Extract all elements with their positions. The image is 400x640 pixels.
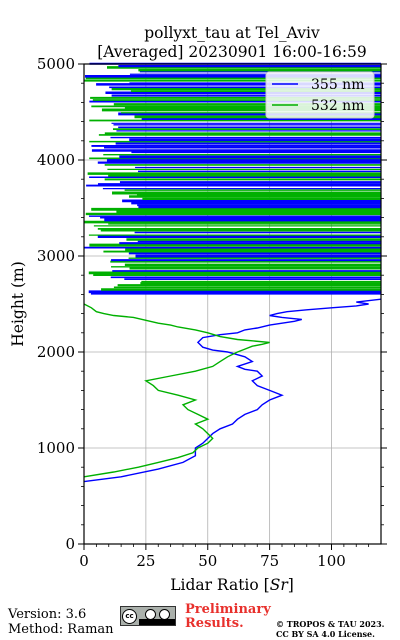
x-axis-label: Lidar Ratio [Sr] <box>170 576 294 594</box>
version-text: Version: 3.6 <box>8 607 87 622</box>
x-tick-label: 50 <box>198 552 217 570</box>
preliminary-results-note: Preliminary Results. <box>185 603 271 631</box>
x-axis-label-text: Lidar Ratio [ <box>170 576 270 594</box>
cc-license-badge: cc <box>120 606 176 626</box>
lidar-ratio-chart: pollyxt_tau at Tel_Aviv [Averaged] 20230… <box>9 24 387 594</box>
y-tick-label: 4000 <box>37 151 75 169</box>
y-tick-label: 3000 <box>37 247 75 265</box>
legend-label: 532 nm <box>311 98 364 114</box>
legend-label: 355 nm <box>311 77 364 93</box>
plot-frame <box>83 63 382 545</box>
y-tick-label: 5000 <box>37 55 75 73</box>
y-tick-label: 0 <box>65 535 75 553</box>
copyright-note: © TROPOS & TAU 2023. CC BY SA 4.0 Licens… <box>276 619 384 639</box>
series-line-532-nm <box>83 303 270 478</box>
x-tick-label: 0 <box>79 552 89 570</box>
badge-strip <box>139 619 175 625</box>
copyright-line-2: CC BY SA 4.0 License. <box>276 629 375 639</box>
method-text: Method: Raman <box>8 622 114 637</box>
x-tick-label: 75 <box>260 552 279 570</box>
copyright-line-1: © TROPOS & TAU 2023. <box>276 619 385 629</box>
x-axis-label-close: ] <box>288 576 294 594</box>
preliminary-line-1: Preliminary <box>185 602 271 617</box>
y-tick-label: 1000 <box>37 439 75 457</box>
y-tick-label: 2000 <box>37 343 75 361</box>
x-tick-label: 100 <box>317 552 346 570</box>
y-axis-label: Height (m) <box>9 261 27 347</box>
series-line-355-nm <box>83 298 382 483</box>
chart-title: pollyxt_tau at Tel_Aviv <box>144 24 320 42</box>
cc-icon: cc <box>122 609 137 624</box>
x-axis-label-unit: Sr <box>270 576 290 594</box>
chart-subtitle: [Averaged] 20230901 16:00-16:59 <box>97 43 367 61</box>
preliminary-line-2: Results. <box>185 616 244 631</box>
x-tick-label: 25 <box>136 552 155 570</box>
